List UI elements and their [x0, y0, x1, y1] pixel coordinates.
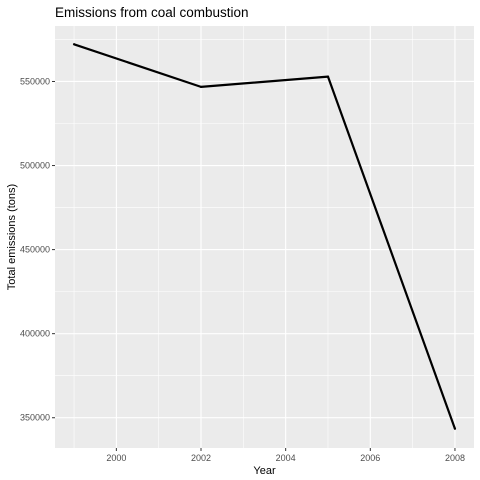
data-point	[453, 427, 457, 430]
series-line	[73, 43, 456, 430]
x-axis-title: Year	[253, 465, 276, 477]
x-tick-label: 2004	[276, 453, 296, 463]
grid-lines	[55, 26, 474, 448]
x-tick-label: 2000	[106, 453, 126, 463]
data-point	[326, 75, 330, 78]
data-point	[72, 43, 76, 46]
x-tick-label: 2008	[445, 453, 465, 463]
y-axis-title: Total emissions (tons)	[6, 184, 18, 290]
y-tick-label: 550000	[20, 76, 50, 86]
y-tick-label: 400000	[20, 329, 50, 339]
axis-ticks: 2000 2002 2004 2006 2008 350000 400000 450000 50…	[20, 76, 465, 463]
series-layer	[72, 43, 457, 430]
chart-title: Emissions from coal combustion	[55, 5, 249, 20]
y-tick-label: 350000	[20, 413, 50, 423]
x-tick-label: 2006	[360, 453, 380, 463]
y-tick-label: 500000	[20, 161, 50, 171]
data-point	[199, 85, 203, 88]
plot-panel	[55, 26, 474, 448]
x-tick-label: 2002	[191, 453, 211, 463]
y-tick-label: 450000	[20, 245, 50, 255]
